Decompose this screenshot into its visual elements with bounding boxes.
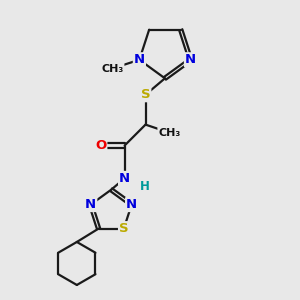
- Text: S: S: [119, 222, 129, 235]
- Text: S: S: [141, 88, 150, 101]
- Text: H: H: [140, 180, 150, 193]
- Text: N: N: [126, 198, 137, 211]
- Text: N: N: [134, 53, 145, 66]
- Text: CH₃: CH₃: [101, 64, 124, 74]
- Text: O: O: [95, 139, 106, 152]
- Text: N: N: [119, 172, 130, 185]
- Text: N: N: [185, 53, 196, 66]
- Text: N: N: [85, 198, 96, 211]
- Text: CH₃: CH₃: [158, 128, 181, 138]
